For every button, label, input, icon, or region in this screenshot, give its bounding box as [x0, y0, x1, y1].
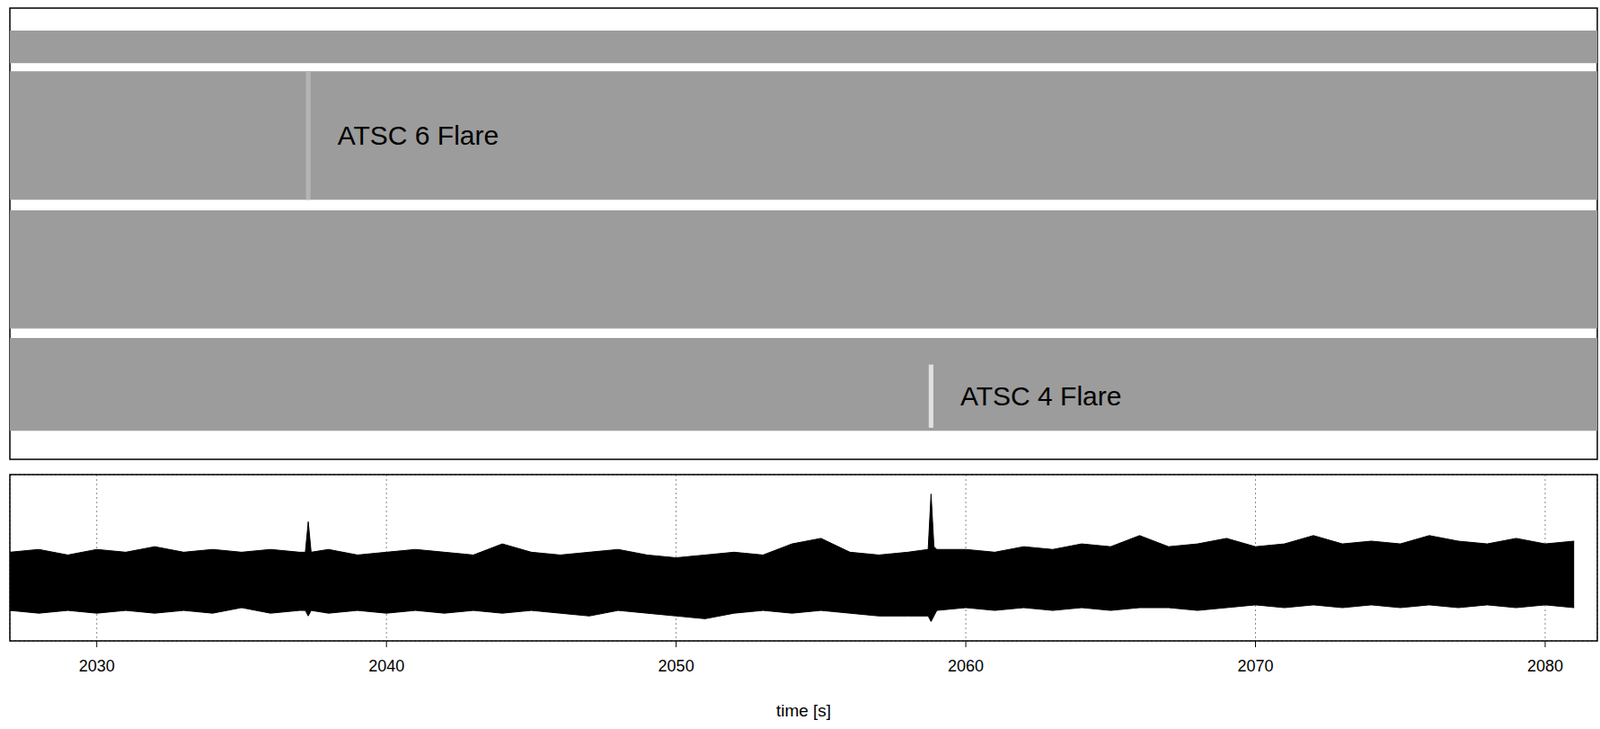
svg-text:2050: 2050 — [658, 656, 695, 675]
svg-text:time [s]: time [s] — [776, 700, 831, 720]
svg-text:ATSC 6 Flare: ATSC 6 Flare — [337, 120, 500, 151]
svg-text:2080: 2080 — [1527, 656, 1564, 675]
svg-text:2030: 2030 — [79, 656, 115, 675]
svg-text:2060: 2060 — [947, 656, 984, 675]
svg-text:2070: 2070 — [1237, 656, 1273, 675]
svg-text:2040: 2040 — [368, 656, 405, 675]
svg-text:ATSC 4 Flare: ATSC 4 Flare — [960, 380, 1123, 411]
